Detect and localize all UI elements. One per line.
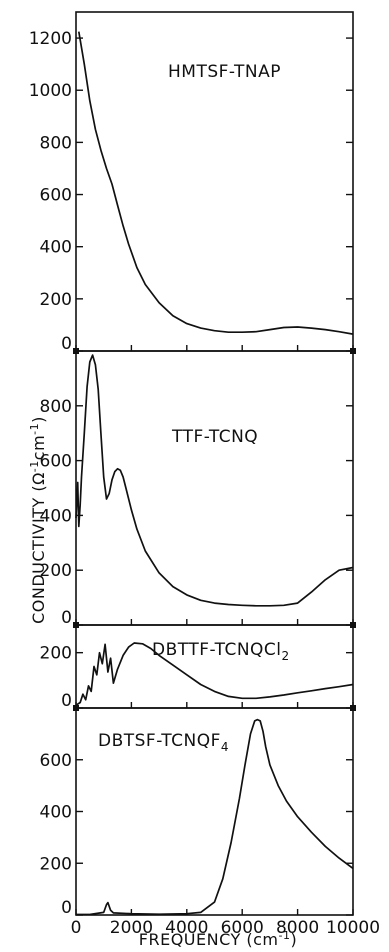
y-axis-title-mid: cm (29, 435, 48, 460)
panel-2-series-line (75, 354, 354, 607)
x-axis-title-text: FREQUENCY (139, 930, 241, 949)
panel-3-label-subscript: 2 (282, 649, 290, 663)
panel-2-ytick-label: 600 (40, 452, 72, 472)
x-tick-label: 10000 (326, 918, 380, 938)
y-axis-title-sup1: -1 (28, 460, 41, 472)
axis-break-marker (73, 705, 79, 711)
y-axis-title-end: ) (29, 416, 48, 423)
panel-1-label-text: HMTSF-TNAP (168, 62, 281, 82)
axis-break-marker (350, 705, 356, 711)
x-tick-label: 2000 (110, 918, 153, 938)
axis-break-marker (350, 622, 356, 628)
panel-2-ytick-label: 0 (61, 608, 72, 628)
panel-3-frame (75, 624, 354, 709)
panel-3-label-text: DBTTF-TCNQCl (152, 640, 282, 660)
x-tick-label: 6000 (221, 918, 264, 938)
axis-break-marker (73, 348, 79, 354)
panel-2-label-text: TTF-TCNQ (171, 427, 258, 447)
panel-4-ytick-label: 600 (40, 751, 72, 771)
y-axis-title-text: CONDUCTIVITY (Ω (29, 472, 48, 624)
y-axis-title-sup2: -1 (28, 423, 41, 435)
axis-break-marker (350, 348, 356, 354)
panel-1-series-line (77, 31, 354, 335)
x-tick-label: 0 (71, 918, 82, 938)
x-axis-title-unit-end: ) (290, 930, 297, 949)
panel-1-ytick-label: 1000 (29, 81, 72, 101)
panel-1-label: HMTSF-TNAP (168, 62, 281, 82)
panel-1-ytick-label: 800 (40, 133, 72, 153)
panel-3-label: DBTTF-TCNQCl2 (152, 640, 290, 663)
panel-3-ytick-label: 0 (61, 691, 72, 711)
panel-3-series-line (75, 642, 354, 706)
panel-2-label: TTF-TCNQ (171, 427, 258, 447)
panel-4-label: DBTSF-TCNQF4 (98, 731, 229, 754)
panel-3: 0 200 DBTTF-TCNQCl2 (40, 624, 354, 711)
panel-4-label-text: DBTSF-TCNQF (98, 731, 221, 751)
panel-2-ytick-label: 400 (40, 506, 72, 526)
panel-4-series-line (76, 718, 354, 916)
x-tick-label: 4000 (165, 918, 208, 938)
x-axis-title-unit: (cm (246, 930, 278, 949)
panel-3-ytick-label: 200 (40, 644, 72, 664)
x-axis-title-unit-sup: -1 (278, 929, 290, 942)
panel-1-ytick-label: 0 (61, 334, 72, 354)
panel-4-ytick-label: 400 (40, 803, 72, 823)
panel-4-ytick-label: 200 (40, 854, 72, 874)
panel-4-label-subscript: 4 (221, 740, 229, 754)
panel-2-ytick-label: 200 (40, 561, 72, 581)
panel-1-ytick-label: 1200 (29, 29, 72, 49)
x-tick-label: 8000 (276, 918, 319, 938)
panel-2: 0 200 400 600 800 TTF-TCNQ (40, 350, 354, 628)
panel-1-ytick-label: 600 (40, 186, 72, 206)
chart-panels: 020040060080010001200HMTSF-TNAP020040060… (29, 11, 380, 938)
y-axis-title: CONDUCTIVITY (Ω-1cm-1) (28, 416, 48, 624)
panel-4-ytick-label: 0 (61, 898, 72, 918)
panel-2-ytick-label: 800 (40, 397, 72, 417)
panel-2-frame (75, 350, 354, 626)
panel-1: 0 200 400 600 800 1000 1200 HMTSF-TNAP (29, 11, 354, 354)
axis-break-marker (73, 622, 79, 628)
panel-1-ytick-label: 400 (40, 238, 72, 258)
x-axis-title: FREQUENCY (cm-1) (139, 929, 297, 949)
panel-1-ytick-label: 200 (40, 290, 72, 310)
